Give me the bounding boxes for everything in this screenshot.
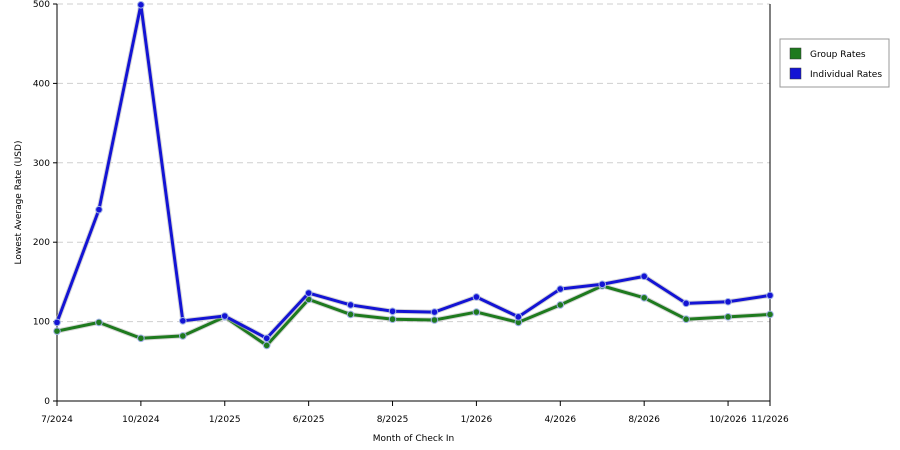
legend: Group Rates Individual Rates — [779, 38, 890, 88]
data-point-0-5 — [262, 341, 271, 350]
data-point-0-1 — [95, 318, 103, 327]
series-1 — [53, 0, 774, 343]
data-point-0-10 — [472, 308, 481, 316]
series-0 — [53, 282, 774, 350]
x-tick-label-7: 8/2026 — [628, 415, 660, 425]
data-point-0-14 — [640, 293, 648, 302]
data-point-0-12 — [556, 301, 565, 309]
data-point-1-7 — [346, 301, 355, 309]
y-tick-label-400: 400 — [33, 79, 50, 89]
data-point-1-17 — [766, 291, 774, 300]
data-point-0-7 — [346, 310, 355, 319]
data-point-1-5 — [262, 334, 271, 343]
axes — [56, 4, 771, 402]
x-axis-title: Month of Check In — [373, 434, 455, 444]
y-tick-label-200: 200 — [33, 238, 50, 248]
legend-label-1: Individual Rates — [810, 70, 882, 80]
y-axis-title: Lowest Average Rate (USD) — [14, 141, 24, 265]
data-point-1-10 — [472, 293, 481, 301]
data-point-0-0 — [53, 327, 61, 335]
y-tick-label-0: 0 — [44, 397, 50, 407]
data-point-1-1 — [95, 205, 103, 214]
data-point-1-4 — [220, 312, 229, 320]
data-point-0-15 — [682, 315, 690, 324]
data-point-1-8 — [388, 307, 397, 316]
x-tick-label-1: 10/2024 — [122, 415, 160, 425]
data-point-0-3 — [179, 332, 187, 340]
x-tick-label-3: 6/2025 — [293, 415, 325, 425]
series-line-0 — [55, 284, 772, 347]
data-point-1-16 — [724, 297, 732, 306]
x-tick-label-6: 4/2026 — [544, 415, 576, 425]
x-tick-label-0: 7/2024 — [41, 415, 73, 425]
grid — [57, 3, 770, 323]
data-point-0-16 — [724, 313, 732, 321]
data-point-1-2 — [137, 0, 145, 9]
x-tick-label-9: 11/2026 — [751, 415, 789, 425]
data-point-0-9 — [430, 316, 439, 324]
data-point-1-0 — [53, 318, 61, 327]
x-tick-label-4: 8/2025 — [377, 415, 409, 425]
legend-swatch-1 — [789, 67, 802, 80]
y-tick-label-500: 500 — [33, 0, 50, 10]
y-tick-label-100: 100 — [33, 318, 50, 328]
x-tick-label-5: 1/2026 — [461, 415, 493, 425]
data-point-1-12 — [556, 285, 565, 293]
data-point-1-3 — [179, 317, 187, 325]
y-ticks: 0 100 200 300 400 500 — [33, 0, 57, 407]
x-tick-label-2: 1/2025 — [209, 415, 241, 425]
legend-label-0: Group Rates — [810, 50, 866, 60]
data-point-1-9 — [430, 308, 439, 316]
data-point-1-14 — [640, 272, 648, 281]
data-point-1-13 — [598, 280, 607, 289]
data-point-1-15 — [682, 299, 690, 308]
data-point-1-11 — [514, 313, 523, 321]
series — [53, 0, 774, 350]
legend-swatch-0 — [789, 47, 802, 60]
x-ticks: 7/2024 10/2024 1/2025 6/2025 8/2025 1/2026 4/2… — [41, 401, 789, 425]
data-point-0-8 — [388, 315, 397, 324]
data-point-0-2 — [137, 334, 145, 343]
series-line-1 — [55, 3, 772, 340]
data-point-1-6 — [304, 289, 313, 297]
y-tick-label-300: 300 — [33, 159, 50, 169]
x-tick-label-8: 10/2026 — [709, 415, 747, 425]
data-point-0-17 — [766, 310, 774, 319]
